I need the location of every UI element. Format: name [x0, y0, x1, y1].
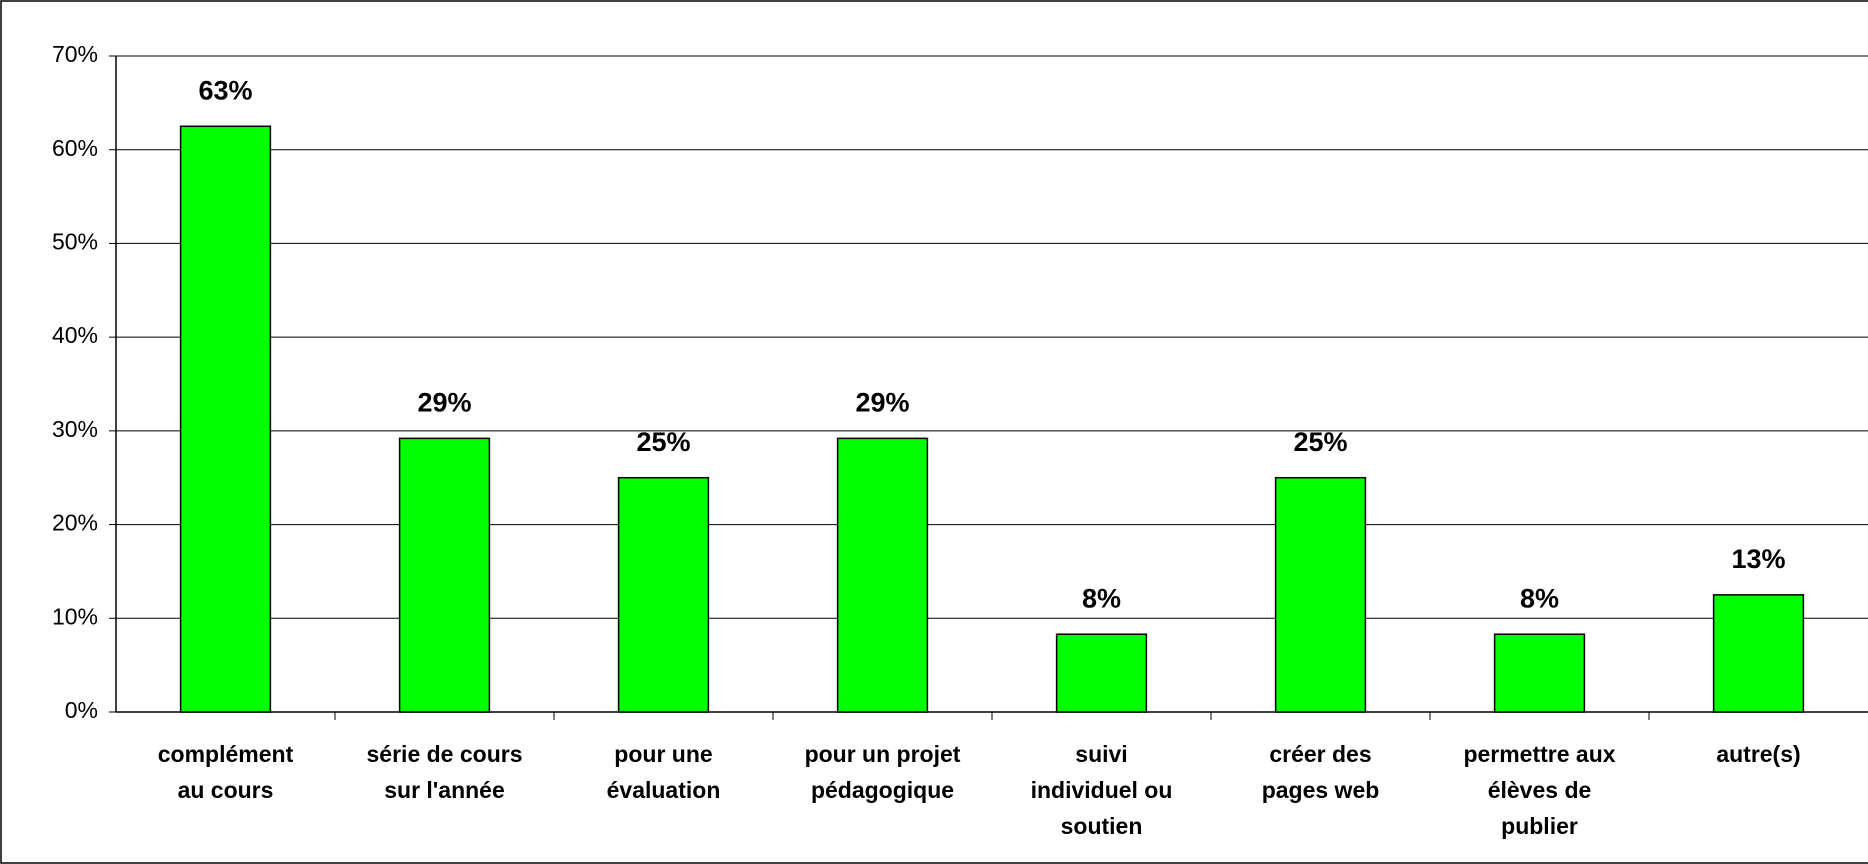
x-tick-label: complément au cours — [157, 741, 294, 803]
data-label: 29% — [417, 387, 471, 417]
data-label: 13% — [1731, 544, 1785, 574]
data-label: 8% — [1082, 583, 1121, 613]
x-tick-label: permettre aux élèves de publier — [1463, 741, 1616, 839]
x-tick-label: suivi individuel ou soutien — [1030, 741, 1173, 839]
x-tick-label: autre(s) — [1716, 741, 1801, 767]
y-tick-label: 30% — [52, 416, 98, 442]
bar — [836, 437, 929, 713]
y-tick-label: 60% — [52, 135, 98, 161]
y-tick-label: 70% — [52, 41, 98, 67]
bar — [398, 437, 491, 713]
data-label: 25% — [636, 427, 690, 457]
bar — [1274, 476, 1367, 713]
x-tick-label: pour un projet pédagogique — [804, 741, 961, 803]
data-label: 25% — [1293, 427, 1347, 457]
bar — [1493, 633, 1586, 713]
data-label: 8% — [1520, 583, 1559, 613]
y-tick-label: 20% — [52, 510, 98, 536]
bar — [1712, 594, 1805, 713]
y-tick-label: 40% — [52, 322, 98, 348]
x-tick-label: créer des pages web — [1261, 741, 1380, 803]
x-tick-label: pour une évaluation — [606, 741, 721, 803]
data-label: 29% — [855, 387, 909, 417]
y-tick-label: 10% — [52, 603, 98, 629]
y-tick-label: 50% — [52, 229, 98, 255]
bar — [1055, 633, 1148, 713]
data-label: 63% — [198, 75, 252, 105]
x-tick-label: série de cours sur l'année — [366, 741, 523, 803]
bar — [179, 125, 272, 713]
y-tick-label: 0% — [65, 697, 98, 723]
bar — [617, 476, 710, 713]
